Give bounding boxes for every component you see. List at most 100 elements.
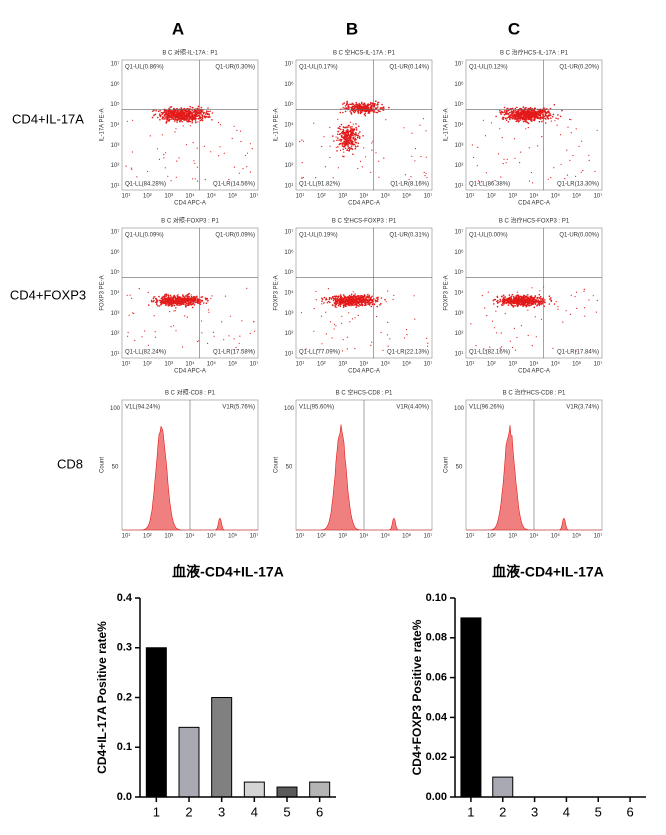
event-dot: [174, 116, 177, 118]
event-dot: [534, 303, 537, 305]
event-dot: [424, 175, 426, 177]
y-tick-label: 10⁶: [110, 81, 120, 88]
event-dot: [357, 134, 359, 137]
event-dot: [176, 116, 179, 119]
event-dot: [350, 303, 352, 305]
event-dot: [508, 294, 511, 296]
event-dot: [192, 107, 194, 109]
event-dot: [351, 134, 353, 137]
event-dot: [376, 315, 378, 318]
event-dot: [163, 154, 165, 156]
event-dot: [414, 148, 417, 150]
quadrant-label: Q1-LL(84.28%): [125, 182, 166, 188]
event-dot: [376, 106, 379, 108]
event-dot: [471, 144, 473, 146]
x-tick-label: 10⁴: [185, 361, 195, 368]
event-dot: [368, 304, 371, 306]
event-dot: [345, 107, 348, 110]
event-dot: [357, 125, 360, 127]
event-dot: [531, 112, 534, 115]
event-dot: [337, 137, 339, 139]
x-axis-label: CD4 APC-A: [174, 201, 206, 207]
quadrant-label: Q1-UL(0.12%): [469, 65, 508, 71]
event-dot: [355, 101, 358, 104]
event-dot: [196, 113, 198, 116]
event-dot: [343, 151, 345, 153]
x-tick-label: 10¹: [122, 194, 131, 200]
event-dot: [186, 116, 188, 119]
event-dot: [345, 126, 347, 129]
event-dot: [502, 297, 505, 300]
event-dot: [403, 337, 406, 339]
event-dot: [175, 119, 177, 121]
event-dot: [411, 155, 413, 157]
event-dot: [420, 155, 422, 158]
event-dot: [343, 102, 346, 104]
y-tick-label: 10⁶: [110, 249, 120, 256]
event-dot: [201, 116, 204, 118]
event-dot: [569, 159, 571, 161]
event-dot: [208, 309, 210, 311]
event-dot: [196, 147, 198, 149]
quadrant-label: Q1-UR(0.00%): [559, 233, 599, 239]
y-tick-label: 10⁶: [454, 249, 464, 256]
event-dot: [196, 180, 199, 182]
plot-frame: [295, 59, 433, 191]
x-tick-label: 10⁴: [529, 533, 539, 540]
event-dot: [362, 299, 365, 302]
event-dot: [530, 112, 533, 115]
event-dot: [172, 116, 175, 118]
event-dot: [176, 296, 179, 298]
event-dot: [164, 113, 166, 116]
event-dots: [471, 103, 598, 184]
event-dot: [301, 139, 303, 141]
event-dot: [358, 132, 360, 134]
event-dot: [487, 291, 489, 293]
event-dot: [533, 296, 536, 299]
bar: [243, 781, 265, 798]
event-dot: [192, 298, 195, 301]
y-tick-label: 10⁷: [111, 229, 120, 236]
event-dot: [200, 299, 202, 302]
event-dot: [179, 120, 181, 123]
event-dot: [497, 299, 499, 302]
event-dot: [131, 168, 133, 170]
event-dot: [570, 132, 572, 134]
event-dot: [538, 297, 541, 299]
event-dot: [372, 140, 374, 142]
event-dot: [349, 126, 352, 128]
event-dot: [533, 306, 535, 308]
event-dot: [332, 295, 334, 298]
event-dot: [541, 110, 543, 113]
event-dot: [354, 147, 357, 150]
event-dot: [538, 300, 540, 303]
event-dot: [516, 305, 519, 308]
row-label: CD8: [57, 456, 83, 471]
event-dot: [207, 301, 209, 303]
event-dot: [496, 302, 499, 304]
event-dot: [359, 160, 362, 163]
event-dot: [584, 307, 586, 309]
event-dot: [481, 181, 483, 183]
event-dot: [337, 296, 340, 298]
event-dot: [514, 107, 517, 110]
event-dot: [383, 157, 385, 159]
x-tick-label: 10⁷: [250, 361, 259, 368]
event-dot: [178, 157, 180, 159]
event-dot: [342, 107, 345, 109]
quadrant-label: Q1-LL(86.38%): [469, 182, 510, 188]
quadrant-label: Q1-LL(91.82%): [299, 182, 340, 188]
event-dots: [470, 286, 598, 352]
event-dots: [300, 288, 429, 352]
event-dot: [344, 296, 347, 298]
event-dot: [530, 295, 533, 297]
event-dot: [365, 104, 367, 107]
quadrant-label: Q1-UL(0.86%): [125, 65, 164, 71]
x-tick-label: 10²: [317, 534, 326, 540]
event-dot: [157, 110, 160, 113]
event-dot: [348, 134, 351, 137]
event-dot: [315, 290, 317, 293]
event-dot: [528, 107, 530, 110]
event-dot: [510, 298, 513, 301]
event-dot: [364, 109, 367, 112]
